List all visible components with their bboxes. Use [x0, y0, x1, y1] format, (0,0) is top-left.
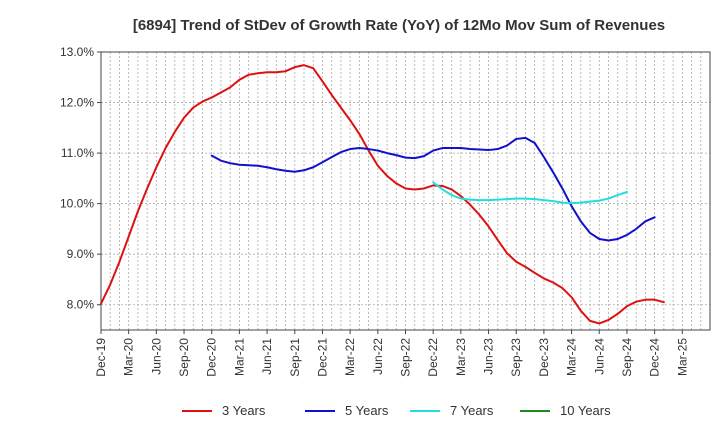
x-tick-label: Dec-24	[648, 338, 662, 377]
y-tick-label: 9.0%	[67, 247, 95, 261]
y-tick-label: 13.0%	[60, 45, 94, 59]
x-tick-label: Sep-23	[509, 338, 523, 377]
x-tick-label: Dec-21	[315, 338, 329, 377]
x-tick-label: Mar-25	[675, 338, 689, 376]
x-tick-label: Sep-22	[399, 338, 413, 377]
grid	[101, 52, 710, 330]
x-tick-label: Mar-21	[232, 338, 246, 376]
series-line-7-years	[432, 181, 628, 205]
x-tick-label: Dec-19	[94, 338, 108, 377]
x-tick-label: Jun-24	[592, 338, 606, 375]
axis-labels: 8.0% 9.0% 10.0% 11.0% 12.0% 13.0% Dec-19 Mar-20…	[60, 45, 689, 377]
y-tick-label: 11.0%	[61, 146, 94, 160]
y-tick-label: 10.0%	[60, 197, 94, 211]
x-tick-label: Jun-22	[371, 338, 385, 375]
series-line-3-years	[100, 64, 665, 325]
x-tick-label: Sep-21	[288, 338, 302, 377]
x-tick-label: Dec-20	[205, 338, 219, 377]
x-tick-label: Mar-23	[454, 338, 468, 376]
legend: 3 Years 5 Years 7 Years 10 Years	[182, 403, 611, 418]
x-tick-label: Jun-21	[260, 338, 274, 375]
legend-label-3-years: 3 Years	[222, 403, 266, 418]
y-tick-label: 12.0%	[60, 96, 94, 110]
chart-title: [6894] Trend of StDev of Growth Rate (Yo…	[133, 17, 665, 34]
series-line-5-years	[210, 136, 656, 242]
y-tick-label: 8.0%	[67, 298, 95, 312]
legend-label-7-years: 7 Years	[450, 403, 494, 418]
series-layer	[100, 64, 665, 325]
x-tick-label: Jun-20	[149, 338, 163, 375]
legend-label-10-years: 10 Years	[560, 403, 611, 418]
legend-label-5-years: 5 Years	[345, 403, 389, 418]
x-tick-label: Mar-22	[343, 338, 357, 376]
x-tick-label: Sep-20	[177, 338, 191, 377]
x-tick-label: Mar-24	[565, 338, 579, 376]
x-tick-label: Sep-24	[620, 338, 634, 377]
x-tick-label: Mar-20	[122, 338, 136, 376]
x-tick-label: Dec-22	[426, 338, 440, 377]
x-tick-label: Dec-23	[537, 338, 551, 377]
x-tick-label: Jun-23	[482, 338, 496, 375]
